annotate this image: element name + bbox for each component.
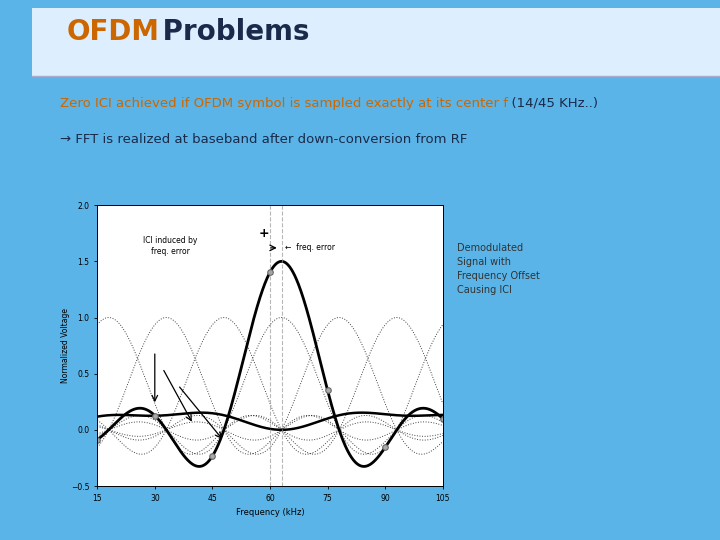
Bar bbox=[32, 8, 720, 76]
Text: (14/45 KHz..): (14/45 KHz..) bbox=[503, 97, 598, 110]
Text: → FFT is realized at baseband after down-conversion from RF: → FFT is realized at baseband after down… bbox=[60, 133, 467, 146]
Y-axis label: Normalized Voltage: Normalized Voltage bbox=[60, 308, 70, 383]
Text: ←  freq. error: ← freq. error bbox=[285, 244, 336, 252]
Text: Demodulated
Signal with
Frequency Offset
Causing ICI: Demodulated Signal with Frequency Offset… bbox=[457, 243, 540, 295]
Text: Zero ICI achieved if OFDM symbol is sampled exactly at its center f: Zero ICI achieved if OFDM symbol is samp… bbox=[60, 97, 508, 110]
X-axis label: Frequency (kHz): Frequency (kHz) bbox=[235, 508, 305, 517]
Text: Problems: Problems bbox=[153, 17, 309, 45]
Text: OFDM: OFDM bbox=[67, 17, 160, 45]
Text: +: + bbox=[259, 227, 269, 240]
Text: ICI induced by
freq. error: ICI induced by freq. error bbox=[143, 237, 197, 256]
